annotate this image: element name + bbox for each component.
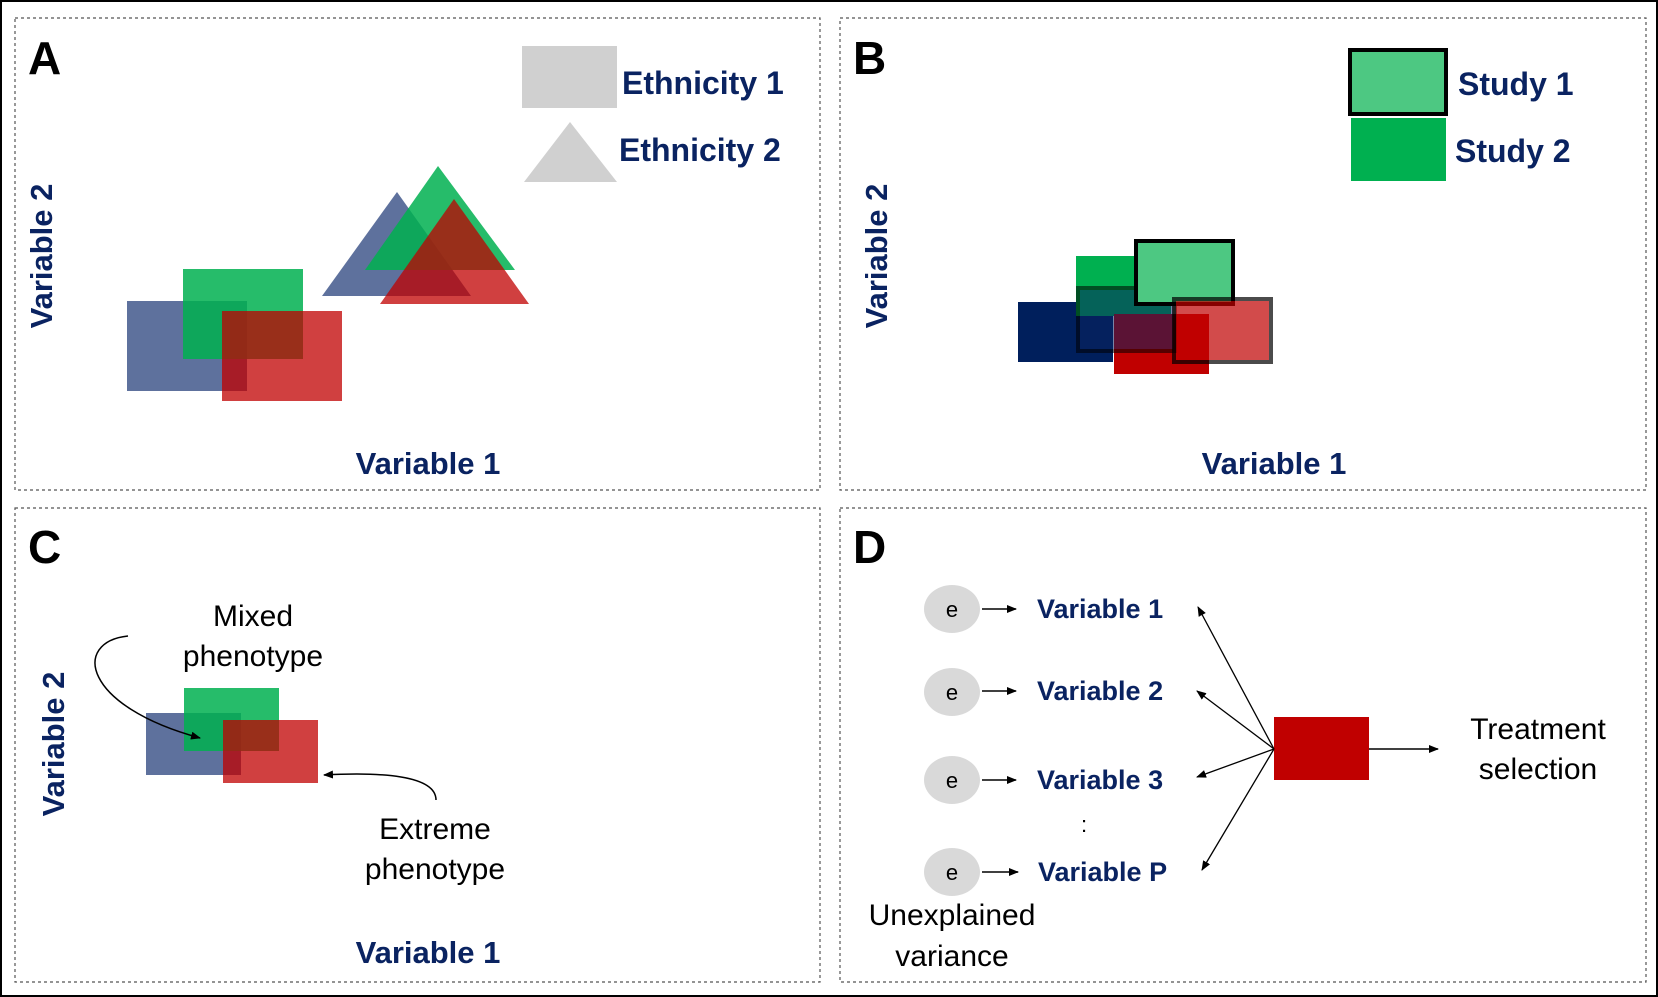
extreme-phenotype-line-2: phenotype [365,853,505,886]
legend-ethnicity-1-label: Ethnicity 1 [622,65,784,101]
latent-factor-box [1274,717,1369,780]
panel-a: A Ethnicity 1 Ethnicity 2 Variable 1 Var… [14,17,821,491]
legend-ethnicity-1-swatch [522,46,617,108]
extreme-phenotype-arrow [323,770,437,801]
treatment-selection-line-2: selection [1479,753,1597,786]
mixed-phenotype-line-1: Mixed [213,600,293,633]
variable-3-label: Variable 3 [1037,765,1163,795]
panel-c: C Mixed phenotype Extreme phenotype Vari… [14,507,821,983]
legend-study-2-swatch [1351,118,1446,181]
panel-c-xlabel: Variable 1 [356,935,501,970]
panel-d-letter: D [853,521,886,573]
panel-a-xlabel: Variable 1 [356,446,501,481]
study-1-red-rect [1172,297,1273,364]
panel-b-ylabel: Variable 2 [859,184,894,329]
extreme-phenotype-line-1: Extreme [379,813,491,846]
loading-arrow-2 [1196,690,1275,750]
treatment-selection-line-1: Treatment [1470,713,1606,746]
error-node-1-label: e [946,597,958,622]
panel-b-xlabel: Variable 1 [1202,446,1347,481]
loading-arrow-3 [1196,748,1275,778]
legend-study-2-label: Study 2 [1455,133,1571,169]
panel-c-ylabel: Variable 2 [36,672,71,817]
loading-arrow-p [1201,748,1275,871]
panel-b-border [839,17,1647,491]
legend-ethnicity-2-swatch [524,122,617,182]
panel-b: B Study 1 Study 2 Variable 1 Variable 2 [839,17,1647,491]
error-node-p [924,848,980,896]
variable-1-label: Variable 1 [1037,594,1163,624]
variable-2-label: Variable 2 [1037,676,1163,706]
error-node-2-label: e [946,680,958,705]
loading-arrow-1 [1197,606,1275,750]
variable-p-label: Variable P [1038,857,1167,887]
study-1-green-rect [1134,239,1235,306]
legend-study-1-swatch [1348,48,1448,116]
variables-ellipsis: : [1081,812,1087,837]
error-node-1 [924,585,980,633]
mixed-phenotype-line-2: phenotype [183,640,323,673]
panel-c-letter: C [28,521,61,573]
legend-study-1-label: Study 1 [1458,66,1574,102]
unexplained-variance-line-2: variance [895,940,1008,973]
error-node-3 [924,756,980,804]
panel-a-border [14,17,821,491]
error-node-p-label: e [946,860,958,885]
legend-ethnicity-2-label: Ethnicity 2 [619,132,781,168]
mixed-phenotype-arrow [94,635,201,740]
panel-a-letter: A [28,32,61,84]
ethnicity-2-red-triangle [380,199,529,304]
panel-d-border [839,507,1647,983]
panel-d: D e e e e Variable 1 Variable 2 Variable… [839,507,1647,983]
ethnicity-1-red-rect [222,311,342,401]
extreme-red-rect [223,720,318,783]
error-node-2 [924,668,980,716]
unexplained-variance-line-1: Unexplained [869,899,1036,932]
panel-b-letter: B [853,32,886,84]
panel-a-ylabel: Variable 2 [24,184,59,329]
panel-c-border [14,507,821,983]
error-node-3-label: e [946,768,958,793]
